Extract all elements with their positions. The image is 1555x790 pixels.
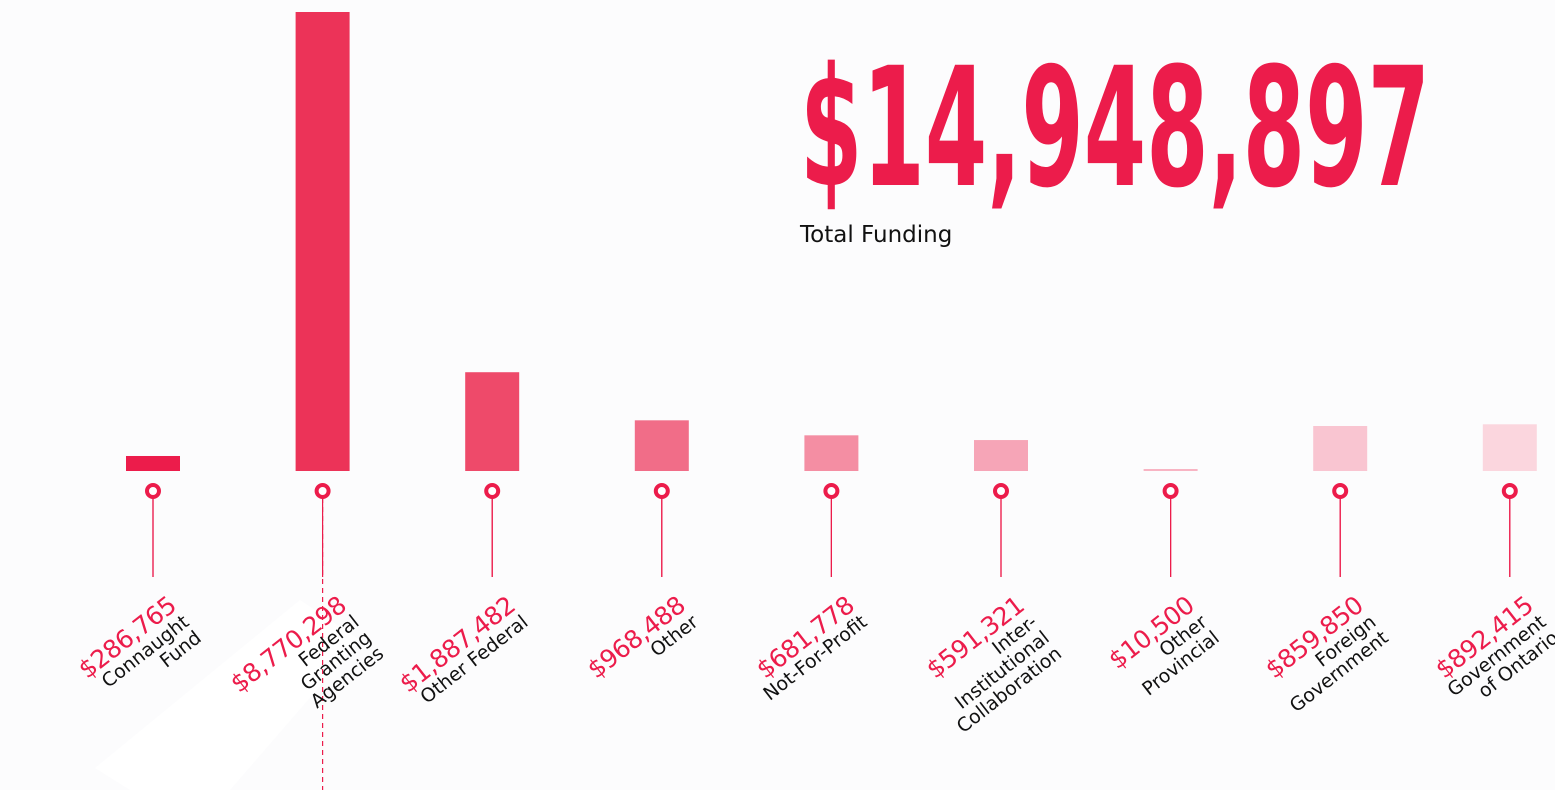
pin xyxy=(484,483,501,499)
pin xyxy=(314,483,331,499)
pin xyxy=(1501,483,1518,499)
pin xyxy=(1332,483,1349,499)
total-caption: Total Funding xyxy=(799,222,952,248)
bar xyxy=(295,12,350,471)
bar xyxy=(804,435,859,471)
bar xyxy=(634,420,689,471)
bar xyxy=(1313,425,1368,471)
bar xyxy=(465,372,520,471)
pin xyxy=(1162,483,1179,499)
bar xyxy=(126,455,180,471)
total-amount: $14,948,897 xyxy=(800,32,1430,224)
pin xyxy=(993,483,1009,499)
pin xyxy=(823,483,840,499)
pin xyxy=(653,483,670,499)
bar xyxy=(974,440,1028,471)
bar xyxy=(1482,424,1537,471)
pin xyxy=(145,483,161,499)
hover-card xyxy=(95,600,360,790)
bar xyxy=(1143,469,1198,471)
